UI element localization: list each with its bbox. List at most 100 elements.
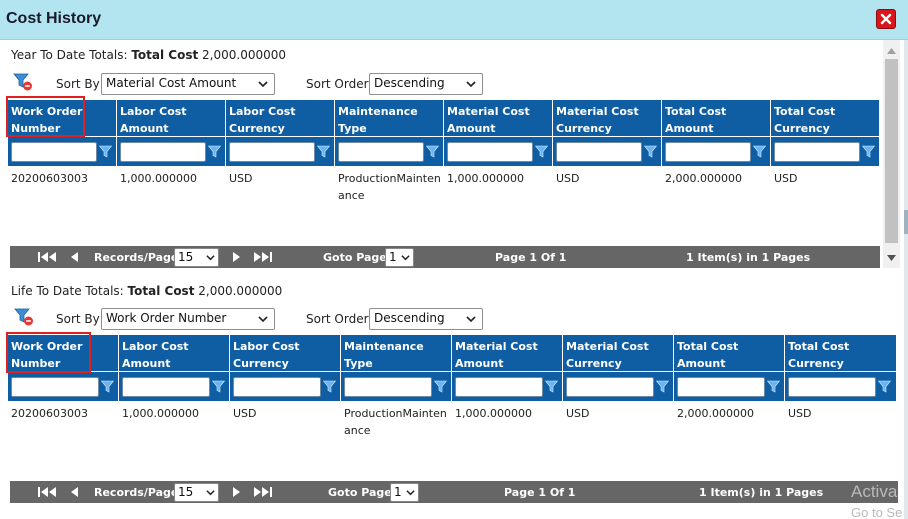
scroll-down-arrow-icon[interactable] <box>883 249 900 266</box>
next-page-icon[interactable] <box>232 485 240 499</box>
ytd-filter-input-labor-cost-amount[interactable] <box>120 142 206 162</box>
ltd-filter-input-labor-cost-currency[interactable] <box>233 377 321 397</box>
ytd-sort-by-select[interactable]: Material Cost Amount <box>101 73 275 95</box>
first-page-icon[interactable] <box>38 250 58 264</box>
ytd-filter-cell <box>117 136 226 166</box>
ltd-totals-value: 2,000.000000 <box>198 284 283 298</box>
close-button[interactable] <box>876 9 896 29</box>
ltd-col-header-labor-cost-amount[interactable]: Labor Cost Amount <box>119 335 230 371</box>
ltd-filter-cell <box>563 371 674 401</box>
ytd-items-info: 1 Item(s) in 1 Pages <box>686 251 811 264</box>
ytd-filter-input-total-cost-currency[interactable] <box>774 142 860 162</box>
ytd-filter-input-total-cost-amount[interactable] <box>665 142 751 162</box>
ltd-cell-total-cost-currency: USD <box>788 407 812 420</box>
filter-icon[interactable] <box>99 145 112 158</box>
ytd-grid: Work Order Number Labor Cost Amount Labo… <box>8 100 880 250</box>
ltd-sort-order-select[interactable]: Descending <box>369 308 483 330</box>
ltd-filter-input-material-cost-amount[interactable] <box>455 377 543 397</box>
ytd-cell-total-cost-currency: USD <box>774 172 798 185</box>
ltd-sort-order-label: Sort Order <box>306 312 369 326</box>
ltd-col-header-total-cost-amount[interactable]: Total Cost Amount <box>674 335 785 371</box>
ytd-col-header-work-order-number[interactable]: Work Order Number <box>8 100 117 136</box>
ytd-col-header-maintenance-type[interactable]: Maintenance Type <box>335 100 444 136</box>
ytd-col-header-material-cost-currency[interactable]: Material Cost Currency <box>553 100 662 136</box>
clear-filter-icon[interactable] <box>13 72 33 92</box>
ltd-sort-by-select[interactable]: Work Order Number <box>101 308 275 330</box>
filter-icon[interactable] <box>212 380 225 393</box>
ltd-filter-input-material-cost-currency[interactable] <box>566 377 654 397</box>
filter-icon[interactable] <box>753 145 766 158</box>
ltd-filter-input-labor-cost-amount[interactable] <box>122 377 210 397</box>
ytd-records-per-page-select[interactable]: 15 <box>174 248 219 267</box>
ytd-filter-cell <box>226 136 335 166</box>
ytd-col-header-total-cost-amount[interactable]: Total Cost Amount <box>662 100 771 136</box>
filter-icon[interactable] <box>426 145 439 158</box>
ytd-col-header-total-cost-currency[interactable]: Total Cost Currency <box>771 100 880 136</box>
next-page-icon[interactable] <box>232 250 240 264</box>
filter-icon[interactable] <box>644 145 657 158</box>
ytd-pager: Records/Page 15 Goto Page 1 Page 1 Of 1 … <box>10 246 880 268</box>
first-page-icon[interactable] <box>38 485 58 499</box>
ltd-col-header-labor-cost-currency[interactable]: Labor Cost Currency <box>230 335 341 371</box>
ltd-col-header-material-cost-amount[interactable]: Material Cost Amount <box>452 335 563 371</box>
ytd-filter-input-material-cost-currency[interactable] <box>556 142 642 162</box>
ytd-filter-input-maintenance-type[interactable] <box>338 142 424 162</box>
ltd-filter-cell <box>230 371 341 401</box>
ytd-goto-page-select[interactable]: 1 <box>385 248 414 267</box>
ytd-cell-total-cost-amount: 2,000.000000 <box>665 172 742 185</box>
filter-icon[interactable] <box>862 145 875 158</box>
scroll-up-arrow-icon[interactable] <box>883 42 900 59</box>
ytd-col-header-material-cost-amount[interactable]: Material Cost Amount <box>444 100 553 136</box>
filter-icon[interactable] <box>434 380 447 393</box>
clear-filter-icon[interactable] <box>14 307 34 327</box>
ltd-goto-page-select[interactable]: 1 <box>390 483 419 502</box>
ytd-records-per-page-label: Records/Page <box>94 251 179 264</box>
ytd-col-header-labor-cost-currency[interactable]: Labor Cost Currency <box>226 100 335 136</box>
chevron-down-icon <box>258 81 268 88</box>
ytd-sort-order-select[interactable]: Descending <box>369 73 483 95</box>
ltd-cell-maintenance-type: ProductionMaintenance <box>344 407 447 437</box>
filter-icon[interactable] <box>545 380 558 393</box>
filter-icon[interactable] <box>317 145 330 158</box>
close-icon <box>880 13 892 25</box>
filter-icon[interactable] <box>323 380 336 393</box>
ltd-col-header-total-cost-currency[interactable]: Total Cost Currency <box>785 335 896 371</box>
ltd-goto-page-value: 1 <box>394 485 402 499</box>
ltd-col-header-work-order-number[interactable]: Work Order Number <box>8 335 119 371</box>
filter-icon[interactable] <box>535 145 548 158</box>
ytd-goto-page-label: Goto Page <box>323 251 387 264</box>
ytd-filter-input-labor-cost-currency[interactable] <box>229 142 315 162</box>
ltd-filter-input-work-order-number[interactable] <box>11 377 99 397</box>
filter-icon[interactable] <box>101 380 114 393</box>
ltd-records-per-page-select[interactable]: 15 <box>174 483 219 502</box>
filter-icon[interactable] <box>208 145 221 158</box>
scroll-thumb[interactable] <box>885 59 898 243</box>
watermark-line-2: Go to Se <box>851 505 903 519</box>
ltd-totals: Life To Date Totals: Total Cost 2,000.00… <box>11 284 282 298</box>
last-page-icon[interactable] <box>252 250 272 264</box>
ytd-col-header-labor-cost-amount[interactable]: Labor Cost Amount <box>117 100 226 136</box>
ltd-col-header-maintenance-type[interactable]: Maintenance Type <box>341 335 452 371</box>
ytd-records-per-page-value: 15 <box>178 250 194 264</box>
filter-icon[interactable] <box>878 380 891 393</box>
prev-page-icon[interactable] <box>71 485 79 499</box>
ytd-filter-input-material-cost-amount[interactable] <box>447 142 533 162</box>
prev-page-icon[interactable] <box>71 250 79 264</box>
ytd-filter-cell <box>335 136 444 166</box>
ytd-filter-cell <box>444 136 553 166</box>
ltd-filter-input-total-cost-currency[interactable] <box>788 377 876 397</box>
chevron-down-icon <box>466 316 476 323</box>
ytd-filter-input-work-order-number[interactable] <box>11 142 97 162</box>
filter-icon[interactable] <box>767 380 780 393</box>
ytd-filter-cell <box>771 136 880 166</box>
ytd-scrollbar[interactable] <box>883 40 900 268</box>
chevron-down-icon <box>466 81 476 88</box>
last-page-icon[interactable] <box>252 485 272 499</box>
ytd-sort-order-value: Descending <box>374 76 445 90</box>
ltd-filter-input-total-cost-amount[interactable] <box>677 377 765 397</box>
ltd-col-header-material-cost-currency[interactable]: Material Cost Currency <box>563 335 674 371</box>
ltd-filter-input-maintenance-type[interactable] <box>344 377 432 397</box>
filter-icon[interactable] <box>656 380 669 393</box>
chevron-down-icon <box>401 255 410 261</box>
window-edge <box>904 40 908 519</box>
